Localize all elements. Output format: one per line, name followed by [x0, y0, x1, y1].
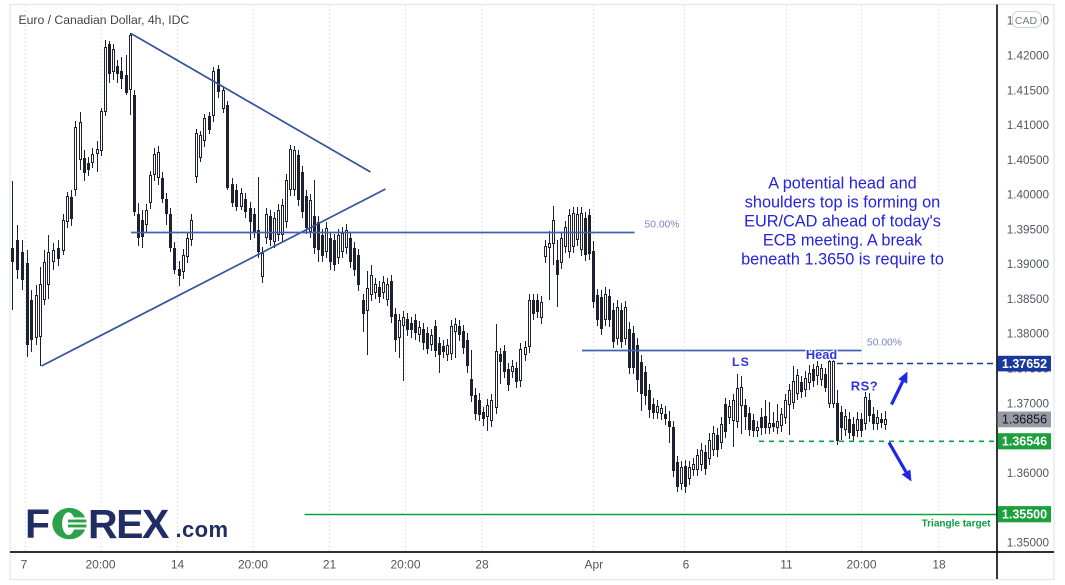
svg-text:1.36856: 1.36856: [1002, 413, 1047, 427]
svg-text:LS: LS: [732, 355, 750, 369]
svg-text:1.38500: 1.38500: [1007, 293, 1050, 306]
svg-text:1.41000: 1.41000: [1007, 119, 1050, 132]
svg-text:.com: .com: [176, 517, 229, 542]
svg-text:1.36000: 1.36000: [1007, 467, 1050, 480]
svg-text:RS?: RS?: [851, 379, 879, 394]
svg-text:1.40000: 1.40000: [1007, 189, 1050, 202]
svg-text:Triangle target: Triangle target: [922, 519, 992, 530]
svg-text:18: 18: [932, 557, 946, 571]
svg-text:1.36546: 1.36546: [1002, 435, 1047, 449]
svg-text:REX: REX: [88, 501, 169, 547]
svg-text:Euro / Canadian Dollar, 4h, ID: Euro / Canadian Dollar, 4h, IDC: [19, 13, 190, 27]
svg-text:20:00: 20:00: [390, 557, 420, 571]
svg-text:Apr: Apr: [584, 557, 603, 571]
svg-text:1.37652: 1.37652: [1002, 357, 1047, 371]
svg-text:1.40500: 1.40500: [1007, 154, 1050, 167]
svg-text:1.35500: 1.35500: [1002, 508, 1047, 522]
svg-text:20:00: 20:00: [846, 557, 876, 571]
svg-text:1.41500: 1.41500: [1007, 84, 1050, 97]
svg-text:14: 14: [171, 557, 185, 571]
svg-text:20:00: 20:00: [238, 557, 268, 571]
svg-text:6: 6: [683, 557, 690, 571]
svg-text:1.42000: 1.42000: [1007, 50, 1050, 63]
svg-text:50.00%: 50.00%: [645, 220, 680, 231]
svg-text:A potential head and: A potential head and: [768, 175, 916, 193]
svg-text:1.35000: 1.35000: [1007, 536, 1050, 549]
svg-text:Head: Head: [806, 347, 837, 362]
svg-text:EUR/CAD ahead of today's: EUR/CAD ahead of today's: [744, 213, 941, 231]
svg-text:1.39500: 1.39500: [1007, 223, 1050, 236]
svg-text:11: 11: [780, 557, 793, 571]
svg-text:F: F: [25, 501, 50, 547]
svg-text:20:00: 20:00: [85, 557, 115, 571]
svg-text:50.00%: 50.00%: [867, 338, 902, 349]
svg-text:1.37000: 1.37000: [1007, 397, 1050, 410]
svg-text:CAD: CAD: [1015, 15, 1038, 27]
svg-text:ECB meeting. A break: ECB meeting. A break: [763, 232, 923, 250]
svg-text:beneath 1.3650 is require to: beneath 1.3650 is require to: [741, 251, 944, 269]
svg-text:7: 7: [21, 557, 28, 571]
svg-text:1.38000: 1.38000: [1007, 328, 1050, 341]
svg-text:28: 28: [475, 557, 489, 571]
svg-text:1.39000: 1.39000: [1007, 258, 1050, 271]
svg-text:21: 21: [323, 557, 337, 571]
svg-text:shoulders top is forming on: shoulders top is forming on: [745, 194, 940, 212]
